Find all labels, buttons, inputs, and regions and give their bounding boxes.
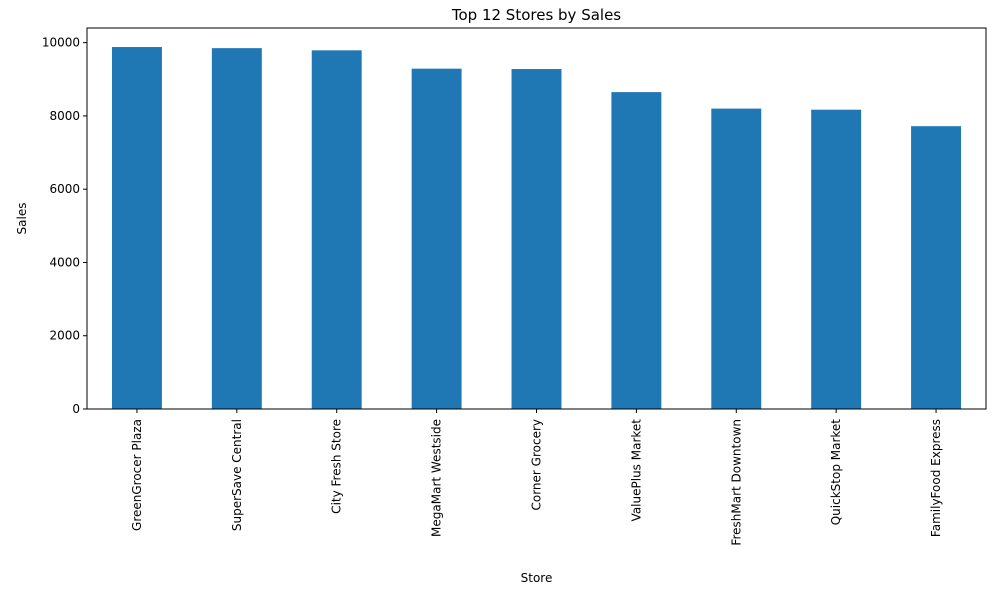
x-axis-label: Store [521, 571, 553, 585]
y-tick-label: 6000 [49, 182, 80, 196]
bar-8 [911, 126, 961, 409]
y-tick-label: 2000 [49, 329, 80, 343]
y-tick-label: 0 [72, 402, 80, 416]
bar-0 [112, 47, 162, 409]
chart-title: Top 12 Stores by Sales [451, 6, 621, 24]
x-tick-label: FamilyFood Express [929, 419, 943, 537]
x-tick-label: City Fresh Store [330, 419, 344, 514]
x-tick-label: Corner Grocery [530, 419, 544, 511]
x-tick-label: MegaMart Westside [430, 419, 444, 537]
y-tick-label: 10000 [42, 36, 80, 50]
y-tick-label: 4000 [49, 255, 80, 269]
x-tick-label: GreenGrocer Plaza [130, 419, 144, 531]
bar-5 [611, 92, 661, 409]
x-tick-label: QuickStop Market [829, 419, 843, 526]
bar-1 [212, 48, 262, 409]
x-tick-label: FreshMart Downtown [729, 419, 743, 546]
bar-7 [811, 110, 861, 409]
y-axis-label: Sales [15, 203, 29, 235]
y-tick-label: 8000 [49, 109, 80, 123]
x-tick-label: ValuePlus Market [629, 419, 643, 522]
bar-4 [512, 69, 562, 409]
bar-6 [711, 109, 761, 409]
bar-2 [312, 50, 362, 409]
x-tick-label: SuperSave Central [230, 419, 244, 531]
bar-3 [412, 69, 462, 409]
